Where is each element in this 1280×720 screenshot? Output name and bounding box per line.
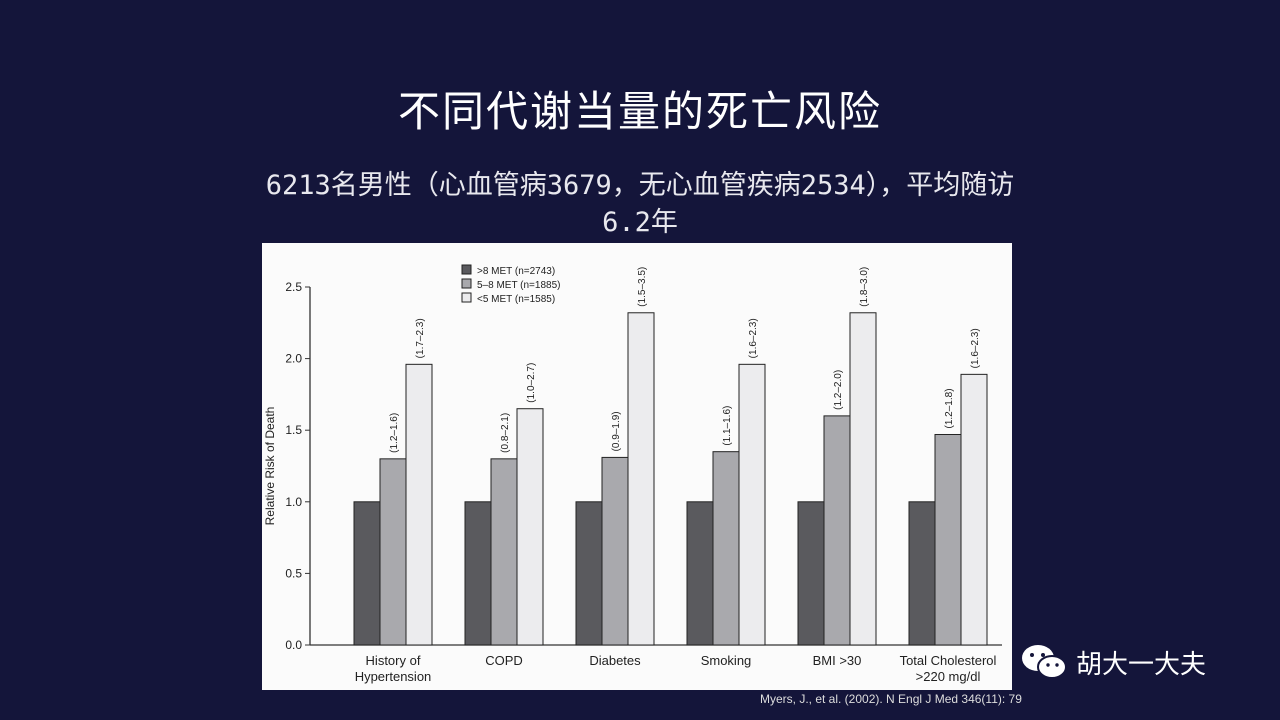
- y-tick-label: 2.5: [285, 280, 302, 294]
- bar: [686, 501, 714, 646]
- bar: [516, 408, 544, 646]
- x-tick-label: Total Cholesterol: [900, 653, 997, 668]
- bar: [405, 363, 433, 646]
- bar: [712, 451, 740, 646]
- y-tick-label: 0.5: [285, 566, 302, 580]
- legend-label: <5 MET (n=1585): [477, 294, 555, 305]
- bar: [960, 373, 988, 646]
- x-tick-label: Diabetes: [589, 653, 641, 668]
- y-tick-label: 2.0: [285, 352, 302, 366]
- watermark: 胡大一大夫: [1020, 642, 1206, 682]
- legend-swatch: [461, 292, 472, 303]
- watermark-text: 胡大一大夫: [1076, 649, 1207, 680]
- bar: [627, 312, 655, 646]
- wechat-icon: [1022, 645, 1067, 679]
- bar: [823, 415, 851, 646]
- bar: [353, 501, 381, 646]
- bar: [575, 501, 603, 646]
- x-tick-label: Hypertension: [355, 669, 432, 684]
- ci-label: (1.2–1.6): [389, 413, 400, 453]
- bar: [908, 501, 936, 646]
- x-tick-label: History of: [366, 653, 421, 668]
- bar: [601, 456, 629, 646]
- y-tick-label: 0.0: [285, 638, 302, 652]
- x-tick-label: COPD: [485, 653, 523, 668]
- bar: [464, 501, 492, 646]
- slide-subtitle-line1: 6213名男性（心血管病3679，无心血管疾病2534），平均随访: [265, 170, 1015, 201]
- bar: [797, 501, 825, 646]
- slide-subtitle-line2: 6.2年: [602, 207, 678, 238]
- legend-swatch: [461, 278, 472, 289]
- ci-label: (1.1–1.6): [722, 406, 733, 446]
- ci-label: (1.2–1.8): [944, 388, 955, 428]
- bar: [379, 458, 407, 646]
- ci-label: (1.5–3.5): [637, 267, 648, 307]
- legend-label: 5–8 MET (n=1885): [477, 280, 560, 291]
- ci-label: (1.0–2.7): [526, 363, 537, 403]
- ci-label: (1.6–2.3): [970, 328, 981, 368]
- bar: [490, 458, 518, 646]
- slide-title: 不同代谢当量的死亡风险: [397, 87, 882, 136]
- legend-label: >8 MET (n=2743): [477, 266, 555, 277]
- chart-panel: 0.0 0.5 1.0 1.5 2.0 2.5 Relative Risk of Death…: [262, 243, 1012, 690]
- bar-chart: 0.0 0.5 1.0 1.5 2.0 2.5 Relative Risk of Death…: [263, 264, 1002, 684]
- y-tick-label: 1.0: [285, 495, 302, 509]
- legend-swatch: [461, 264, 472, 275]
- y-tick-label: 1.5: [285, 423, 302, 437]
- ci-label: (1.7–2.3): [415, 318, 426, 358]
- bar: [738, 363, 766, 646]
- bar: [934, 433, 962, 646]
- citation: Myers, J., et al. (2002). N Engl J Med 3…: [760, 692, 1022, 706]
- ci-label: (1.8–3.0): [859, 267, 870, 307]
- bar: [849, 312, 877, 646]
- y-axis-label: Relative Risk of Death: [263, 407, 277, 526]
- ci-label: (1.6–2.3): [748, 318, 759, 358]
- x-tick-label: BMI >30: [813, 653, 862, 668]
- ci-label: (1.2–2.0): [833, 370, 844, 410]
- ci-label: (0.8–2.1): [500, 413, 511, 453]
- x-tick-label: >220 mg/dl: [916, 669, 981, 684]
- ci-label: (0.9–1.9): [611, 411, 622, 451]
- x-tick-label: Smoking: [701, 653, 752, 668]
